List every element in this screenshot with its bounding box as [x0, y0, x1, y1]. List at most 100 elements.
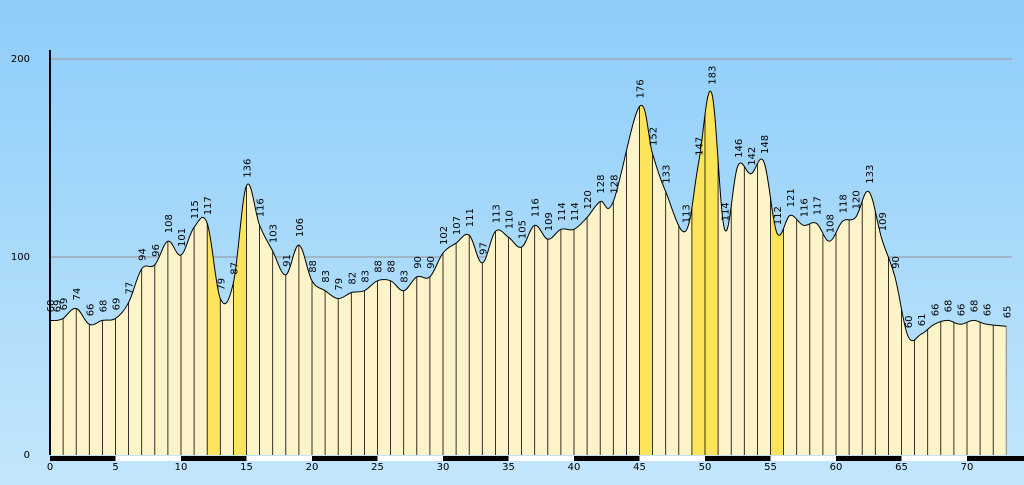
x-axis-segment	[574, 456, 640, 461]
x-tick-label: 45	[633, 462, 646, 473]
x-tick-label: 70	[961, 462, 974, 473]
data-label: 97	[478, 242, 489, 255]
data-label: 94	[138, 248, 149, 261]
highlight-segment	[639, 91, 653, 455]
data-label: 91	[282, 254, 293, 267]
data-label: 108	[164, 214, 175, 233]
x-tick-labels: 0 5 10 15 20 25 30 35 40 45 50 55 60 65 70	[47, 462, 974, 473]
data-label: 90	[891, 256, 902, 269]
x-axis-segment	[181, 456, 247, 461]
data-label: 110	[505, 210, 516, 229]
data-label: 69	[59, 298, 70, 311]
axes	[49, 50, 1024, 461]
data-label: 79	[216, 278, 227, 291]
data-label: 112	[773, 206, 784, 225]
data-label: 79	[334, 278, 345, 291]
x-tick-label: 15	[240, 462, 253, 473]
data-label: 107	[452, 216, 463, 235]
data-label: 68	[46, 300, 57, 313]
data-label: 116	[531, 198, 542, 217]
y-tick-label: 200	[11, 54, 30, 65]
x-axis-segment	[443, 456, 509, 461]
data-label: 142	[747, 147, 758, 166]
data-label: 113	[491, 204, 502, 223]
area-fill-light	[50, 91, 1007, 455]
data-label: 69	[53, 300, 64, 313]
data-label: 117	[812, 196, 823, 215]
data-label: 66	[956, 304, 967, 317]
data-label: 68	[943, 300, 954, 313]
data-label: 82	[347, 272, 358, 285]
data-label: 83	[400, 270, 411, 283]
data-label: 115	[190, 200, 201, 219]
data-label: 66	[85, 304, 96, 317]
data-label: 90	[426, 256, 437, 269]
x-tick-label: 65	[895, 462, 908, 473]
data-label: 183	[708, 66, 719, 85]
data-label: 128	[596, 175, 607, 194]
data-label: 103	[269, 224, 280, 243]
data-label: 109	[544, 212, 555, 231]
data-label: 88	[387, 260, 398, 273]
x-axis-segment	[115, 456, 181, 461]
x-tick-label: 0	[47, 462, 53, 473]
data-label: 101	[177, 228, 188, 247]
x-tick-label: 10	[175, 462, 188, 473]
data-label: 88	[374, 260, 385, 273]
x-tick-label: 40	[568, 462, 581, 473]
data-label: 114	[570, 202, 581, 221]
data-label: 69	[112, 298, 123, 311]
data-label: 68	[970, 300, 981, 313]
data-label: 60	[904, 315, 915, 328]
y-tick-labels: 0 100 200	[11, 54, 30, 461]
x-axis-segment	[639, 456, 705, 461]
data-label: 113	[681, 204, 692, 223]
data-label: 83	[321, 270, 332, 283]
data-label: 109	[878, 212, 889, 231]
data-label: 61	[917, 313, 928, 326]
data-label: 120	[852, 190, 863, 209]
x-axis-segment	[705, 456, 771, 461]
data-label: 147	[694, 137, 705, 156]
x-tick-label: 30	[437, 462, 450, 473]
data-label: 152	[649, 127, 660, 146]
data-label: 118	[839, 194, 850, 213]
data-label: 148	[760, 135, 771, 154]
data-label: 106	[295, 218, 306, 237]
x-axis-segment	[508, 456, 574, 461]
data-label: 116	[256, 198, 267, 217]
x-axis-segment	[246, 456, 312, 461]
data-label: 114	[557, 202, 568, 221]
data-label: 136	[243, 159, 254, 178]
x-axis-segment	[50, 456, 116, 461]
x-axis-segment	[967, 456, 1024, 461]
data-label: 146	[734, 139, 745, 158]
x-tick-label: 5	[112, 462, 118, 473]
data-label: 66	[983, 304, 994, 317]
data-label: 102	[439, 226, 450, 245]
data-label: 105	[518, 220, 529, 239]
data-label: 117	[203, 196, 214, 215]
x-axis-segment	[770, 456, 836, 461]
y-tick-label: 0	[24, 450, 30, 461]
data-label: 96	[151, 244, 162, 257]
data-label: 68	[98, 300, 109, 313]
elevation-line	[49, 90, 1007, 342]
data-label: 120	[583, 190, 594, 209]
area-fill	[50, 91, 1007, 455]
x-axis-segment	[836, 456, 902, 461]
data-label: 77	[125, 282, 136, 295]
x-axis-segment	[901, 456, 967, 461]
data-label: 83	[360, 270, 371, 283]
x-tick-label: 55	[764, 462, 777, 473]
data-label: 114	[721, 202, 732, 221]
data-label: 108	[825, 214, 836, 233]
data-label: 111	[465, 208, 476, 227]
x-axis-segment	[377, 456, 443, 461]
data-label: 116	[799, 198, 810, 217]
x-tick-label: 25	[371, 462, 384, 473]
x-tick-label: 50	[699, 462, 712, 473]
